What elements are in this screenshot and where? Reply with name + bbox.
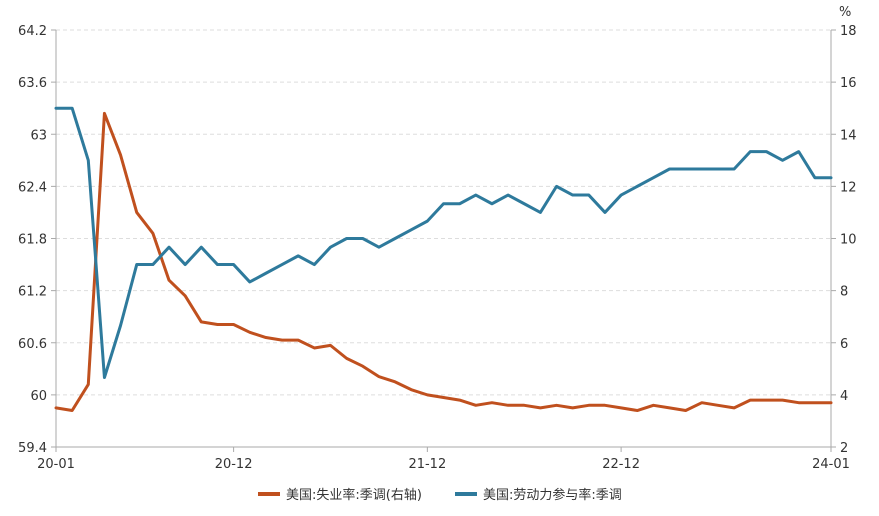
grid-lines	[56, 29, 831, 396]
left-tick-label: 62.4	[18, 180, 47, 195]
right-tick-label: 12	[840, 180, 857, 195]
legend-label-0: 美国:失业率:季调(右轴)	[286, 487, 422, 503]
left-tick-label: 60	[30, 389, 47, 404]
right-axis-ticks: 18 16 14 12 10 8 6 4 2	[831, 24, 857, 456]
x-tick-label: 20-12	[215, 457, 253, 472]
right-tick-label: 10	[840, 233, 857, 248]
x-tick-label: 22-12	[602, 457, 640, 472]
right-tick-label: 4	[840, 389, 848, 404]
series-line-0	[54, 111, 833, 413]
right-tick-label: 18	[840, 24, 857, 39]
series-line-1	[54, 106, 833, 379]
x-axis-ticks: 20-01 20-12 21-12 22-12 24-01	[37, 447, 850, 472]
left-tick-label: 64.2	[18, 24, 47, 39]
right-tick-label: 16	[840, 76, 857, 91]
left-tick-label: 63	[30, 128, 47, 143]
left-axis-ticks: 64.2 63.6 63 62.4 61.8 61.2 60.6 60 59.4	[18, 24, 56, 456]
legend-label-1: 美国:劳动力参与率:季调	[483, 487, 622, 503]
left-tick-label: 63.6	[18, 76, 47, 91]
right-axis-unit: %	[839, 5, 851, 20]
left-tick-label: 61.2	[18, 285, 47, 300]
right-tick-label: 2	[840, 441, 848, 456]
left-tick-label: 61.8	[18, 233, 47, 248]
left-tick-label: 59.4	[18, 441, 47, 456]
right-tick-label: 8	[840, 285, 848, 300]
right-tick-label: 14	[840, 128, 857, 143]
series-layer	[54, 106, 833, 413]
x-tick-label: 24-01	[812, 457, 850, 472]
right-tick-label: 6	[840, 337, 848, 352]
x-tick-label: 21-12	[408, 457, 446, 472]
left-tick-label: 60.6	[18, 337, 47, 352]
x-tick-label: 20-01	[37, 457, 75, 472]
legend: 美国:失业率:季调(右轴) 美国:劳动力参与率:季调	[258, 487, 622, 503]
